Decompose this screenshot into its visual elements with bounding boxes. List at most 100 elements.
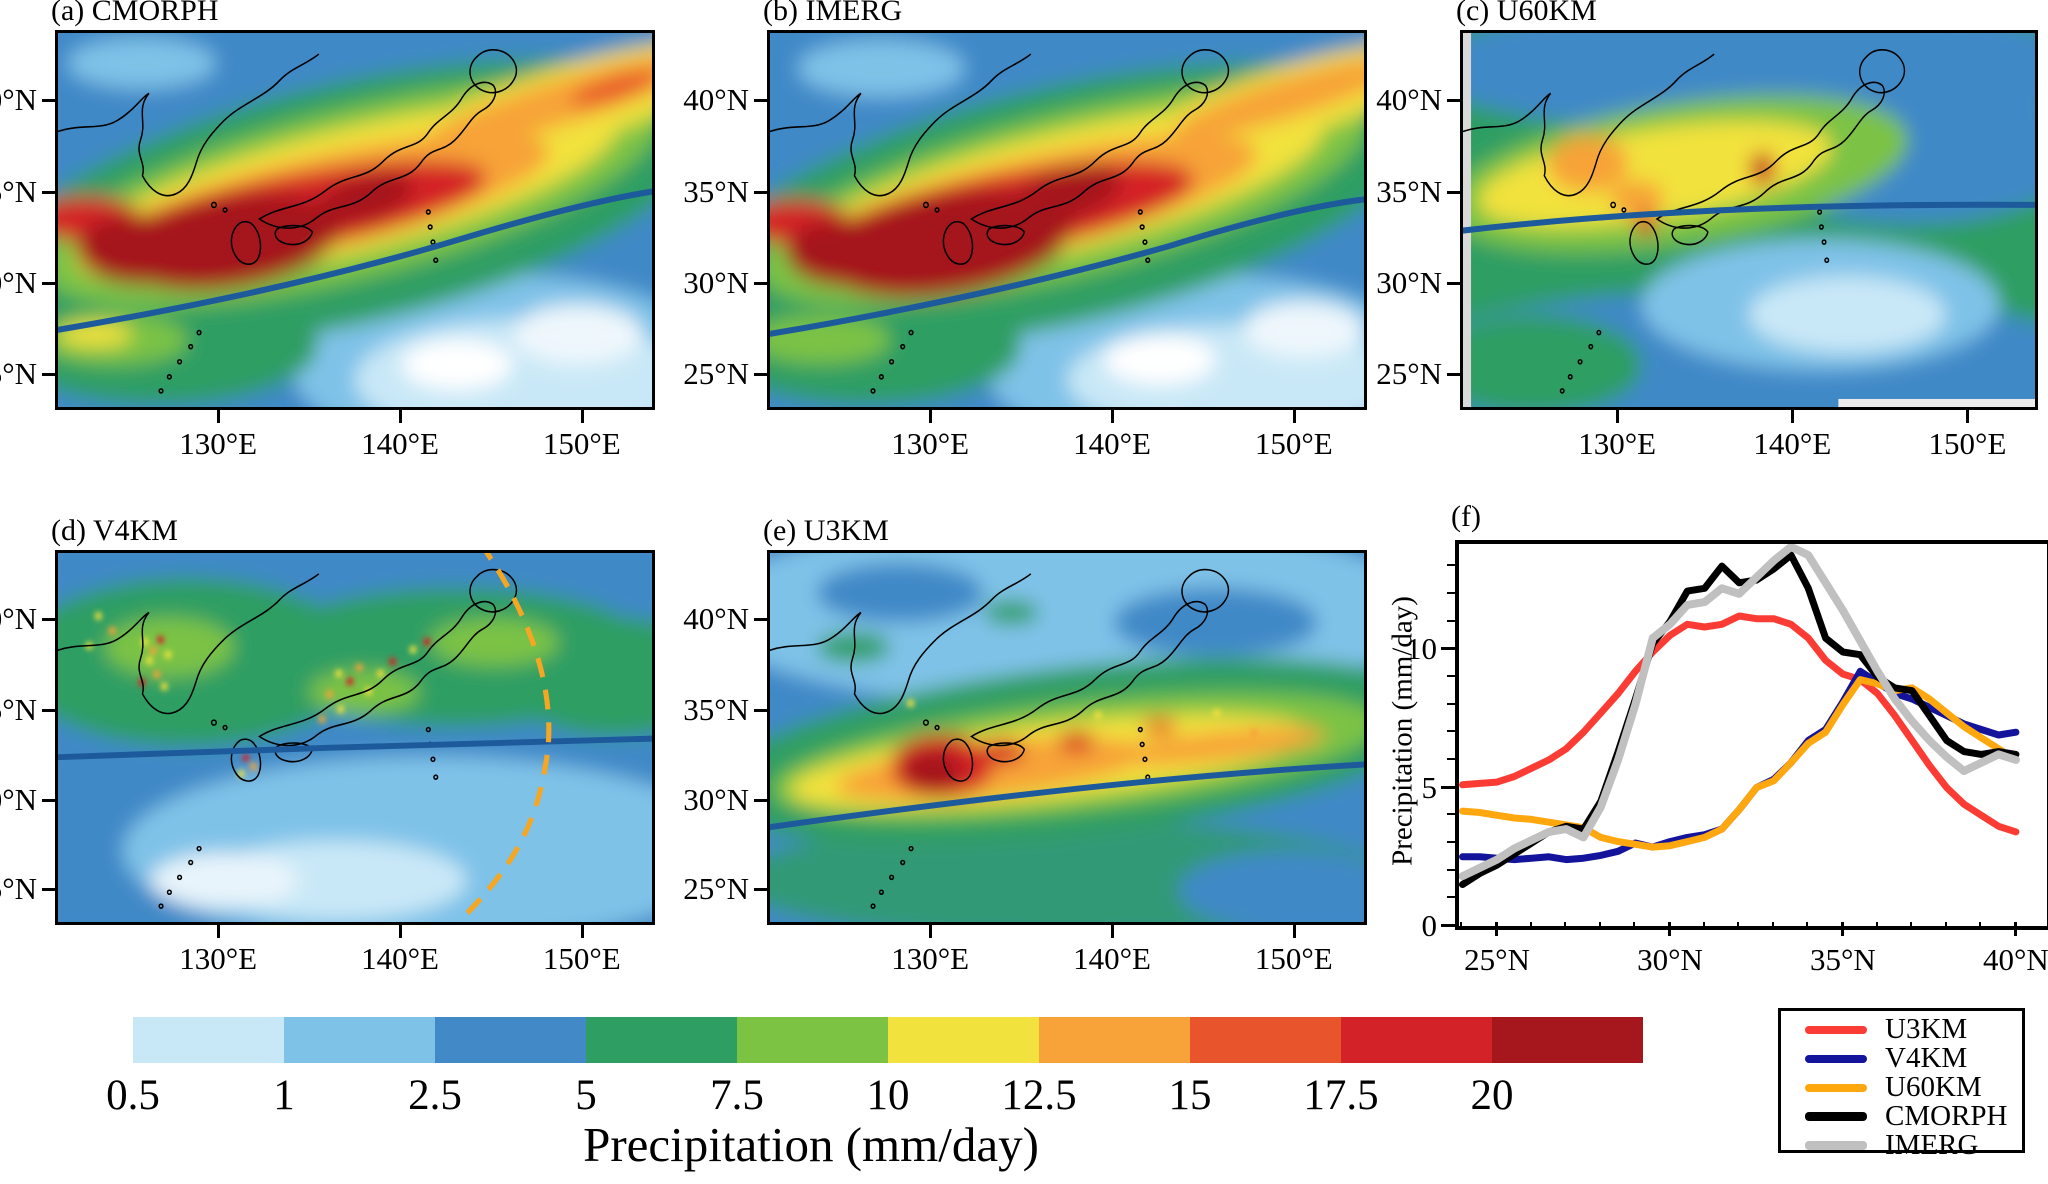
lat-tick-label: 25°N	[683, 355, 749, 391]
lat-tick-label: 35°N	[683, 691, 749, 727]
f-y-minor-tick	[1447, 868, 1455, 871]
lon-tick	[399, 410, 402, 423]
f-x-major-tick	[1495, 922, 1499, 936]
legend-item: U60KM	[1805, 1073, 2022, 1102]
panel-imerg-map: (b) IMERG	[683, 0, 1367, 461]
lon-tick	[217, 410, 221, 423]
imerg-precipitation-map	[767, 30, 1367, 410]
u60km-precipitation-map	[1460, 30, 2038, 410]
v4km-domain-arc	[457, 553, 552, 922]
nodata-edge	[1838, 398, 2035, 407]
f-y-minor-tick	[1447, 896, 1455, 899]
f-y-minor-tick	[1447, 591, 1455, 594]
lat-tick-label: 40°N	[1376, 81, 1442, 117]
colorbar-cell	[1492, 1017, 1643, 1063]
colorbar-cell	[1039, 1017, 1190, 1063]
series-line-imerg	[1459, 544, 2020, 881]
lat-tick	[1447, 282, 1460, 286]
precipitation-colorbar: 0.5 1 2.5 5 7.5 10 12.5 15 17.5 20	[106, 1017, 1643, 1119]
front-line	[58, 188, 652, 333]
lat-tick-label: 35°N	[683, 173, 749, 209]
lon-tick-label: 140°E	[1073, 426, 1151, 461]
lon-tick-label: 150°E	[542, 426, 621, 461]
lon-tick-label: 130°E	[179, 426, 258, 461]
lon-tick	[1111, 410, 1114, 423]
f-y-minor-tick	[1447, 619, 1455, 622]
precipitation-field	[58, 553, 652, 922]
lon-tick	[1791, 410, 1795, 423]
front-line	[1463, 201, 2035, 234]
lon-tick-label: 130°E	[891, 426, 970, 461]
lon-tick	[580, 410, 584, 423]
lat-tick	[42, 618, 55, 621]
f-y-tick-label: 0	[1421, 908, 1438, 943]
panel-b-title: (b) IMERG	[763, 0, 903, 27]
f-y-minor-tick	[1447, 564, 1455, 567]
lon-tick	[217, 925, 221, 938]
legend-item: V4KM	[1805, 1044, 2022, 1073]
lon-tick	[1111, 925, 1114, 938]
panel-a-title: (a) CMORPH	[51, 0, 219, 27]
lat-tick	[754, 372, 767, 376]
f-y-major-tick	[1441, 924, 1455, 927]
f-y-minor-tick	[1447, 730, 1455, 733]
lon-tick-label: 130°E	[179, 941, 258, 976]
panel-e-title: (e) U3KM	[763, 514, 889, 547]
legend-item: CMORPH	[1805, 1102, 2022, 1131]
colorbar-title: Precipitation (mm/day)	[583, 1117, 1039, 1172]
legend-item: IMERG	[1805, 1131, 2022, 1160]
lon-tick	[1292, 410, 1296, 423]
nodata-edge	[1463, 33, 1472, 407]
colorbar-tick-label: 0.5	[106, 1072, 160, 1119]
lon-tick-label: 150°E	[1928, 426, 2007, 461]
lon-tick	[1966, 410, 1970, 423]
f-x-minor-tick	[1944, 922, 1947, 930]
panel-u60km-map: (c) U60KM	[1376, 0, 2038, 461]
f-x-minor-tick	[1806, 922, 1809, 930]
front-line	[58, 735, 652, 761]
f-x-tick-label: 35°N	[1810, 942, 1876, 977]
colorbar-cell	[586, 1017, 737, 1063]
f-y-minor-tick	[1447, 813, 1455, 816]
lon-tick	[929, 410, 933, 423]
legend-item-label: CMORPH	[1885, 1100, 2008, 1132]
f-x-minor-tick	[1598, 922, 1601, 930]
lat-tick-label: 30°N	[0, 781, 37, 817]
colorbar-tick-label: 5	[575, 1072, 597, 1119]
precipitation-field	[1463, 33, 2035, 407]
precipitation-field	[770, 33, 1364, 407]
colorbar-tick-label: 15	[1168, 1072, 1212, 1119]
f-x-major-tick	[1840, 922, 1844, 936]
lat-tick	[754, 98, 767, 102]
lat-tick	[42, 282, 55, 286]
lat-tick-label: 25°N	[0, 871, 37, 907]
lon-tick	[399, 925, 402, 938]
lat-tick-label: 40°N	[0, 601, 37, 636]
f-y-minor-tick	[1447, 674, 1455, 677]
lat-tick	[754, 798, 767, 802]
series-legend: U3KM V4KM U60KM CMORPH IMERG	[1778, 1008, 2025, 1160]
colorbar-tick-label: 1	[273, 1072, 295, 1119]
lat-tick	[1447, 372, 1460, 376]
legend-item: U3KM	[1805, 1015, 2022, 1044]
f-x-minor-tick	[1702, 922, 1705, 930]
panel-d-title: (d) V4KM	[51, 514, 178, 547]
lon-tick	[580, 925, 584, 938]
lon-tick-label: 140°E	[361, 941, 439, 976]
legend-line-swatch	[1805, 1025, 1867, 1034]
cmorph-precipitation-map	[55, 30, 655, 410]
legend-item-label: IMERG	[1885, 1129, 1979, 1161]
lat-tick-label: 35°N	[0, 691, 37, 727]
f-y-major-tick	[1441, 647, 1455, 651]
legend-line-swatch	[1805, 1141, 1867, 1150]
legend-line-swatch	[1805, 1083, 1867, 1092]
lat-tick	[42, 372, 55, 376]
f-y-tick-label: 5	[1421, 769, 1438, 805]
legend-line-swatch	[1805, 1112, 1867, 1121]
lat-tick-label: 40°N	[0, 81, 37, 117]
lat-tick-label: 25°N	[683, 871, 749, 907]
colorbar-tick-label: 20	[1470, 1072, 1514, 1119]
f-x-minor-tick	[1529, 922, 1532, 930]
f-y-minor-tick	[1447, 702, 1455, 705]
